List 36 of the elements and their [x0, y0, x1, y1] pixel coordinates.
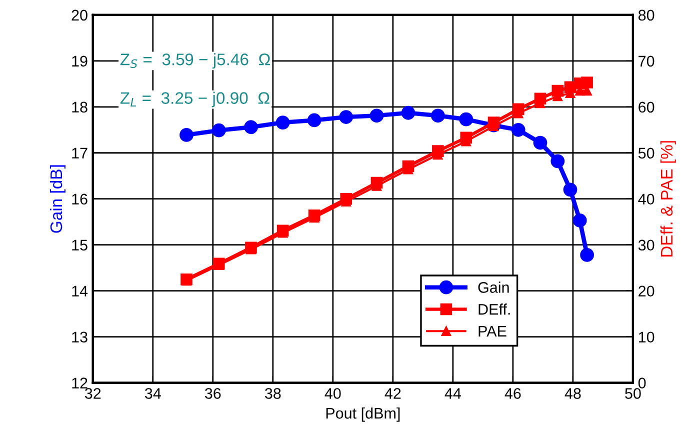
y2-tick-label: 30 — [638, 240, 654, 251]
annotation: Z$_{L}$ = 3.25 − j0.90 Ω — [120, 92, 270, 108]
y2-tick-label: 10 — [638, 332, 654, 343]
y-tick-label: 13 — [72, 332, 88, 343]
x-tick-label: 36 — [204, 388, 221, 399]
x-tick-label: 34 — [144, 388, 161, 399]
y-axis-title: Gain [dB] — [50, 165, 66, 233]
annotation: Z$_{S}$ = 3.59 − j5.46 Ω — [120, 53, 270, 69]
y-tick-label: 19 — [72, 56, 88, 67]
y2-tick-label: 70 — [638, 56, 654, 67]
x-tick-label: 40 — [324, 388, 341, 399]
x-axis-title: Pout [dBm] — [326, 407, 400, 422]
x-tick-label: 48 — [564, 388, 581, 399]
y-tick-label: 14 — [72, 286, 88, 296]
x-tick-label: 50 — [625, 388, 641, 399]
y2-tick-label: 80 — [638, 10, 654, 21]
y-tick-label: 20 — [72, 10, 88, 21]
legend-label: PAE — [478, 326, 506, 336]
x-tick-label: 42 — [384, 388, 401, 399]
x-tick-label: 46 — [504, 388, 521, 399]
x-tick-label: 44 — [444, 388, 461, 399]
y-tick-label: 12 — [72, 378, 88, 388]
y-tick-label: 18 — [72, 102, 88, 113]
y2-tick-label: 0 — [638, 378, 646, 388]
y2-axis-title: DEff. & PAE [%] — [660, 141, 676, 256]
legend-label: Gain — [478, 282, 509, 293]
y-tick-label: 17 — [72, 148, 88, 158]
x-tick-label: 32 — [84, 388, 101, 399]
y-tick-label: 16 — [72, 194, 88, 205]
y2-tick-label: 60 — [638, 102, 654, 113]
legend-label: DEff. — [478, 304, 510, 315]
x-tick-label: 38 — [264, 388, 281, 399]
y2-tick-label: 40 — [638, 194, 654, 205]
y2-tick-label: 50 — [638, 148, 654, 159]
y2-tick-label: 20 — [638, 286, 654, 297]
y-tick-label: 15 — [72, 240, 88, 251]
